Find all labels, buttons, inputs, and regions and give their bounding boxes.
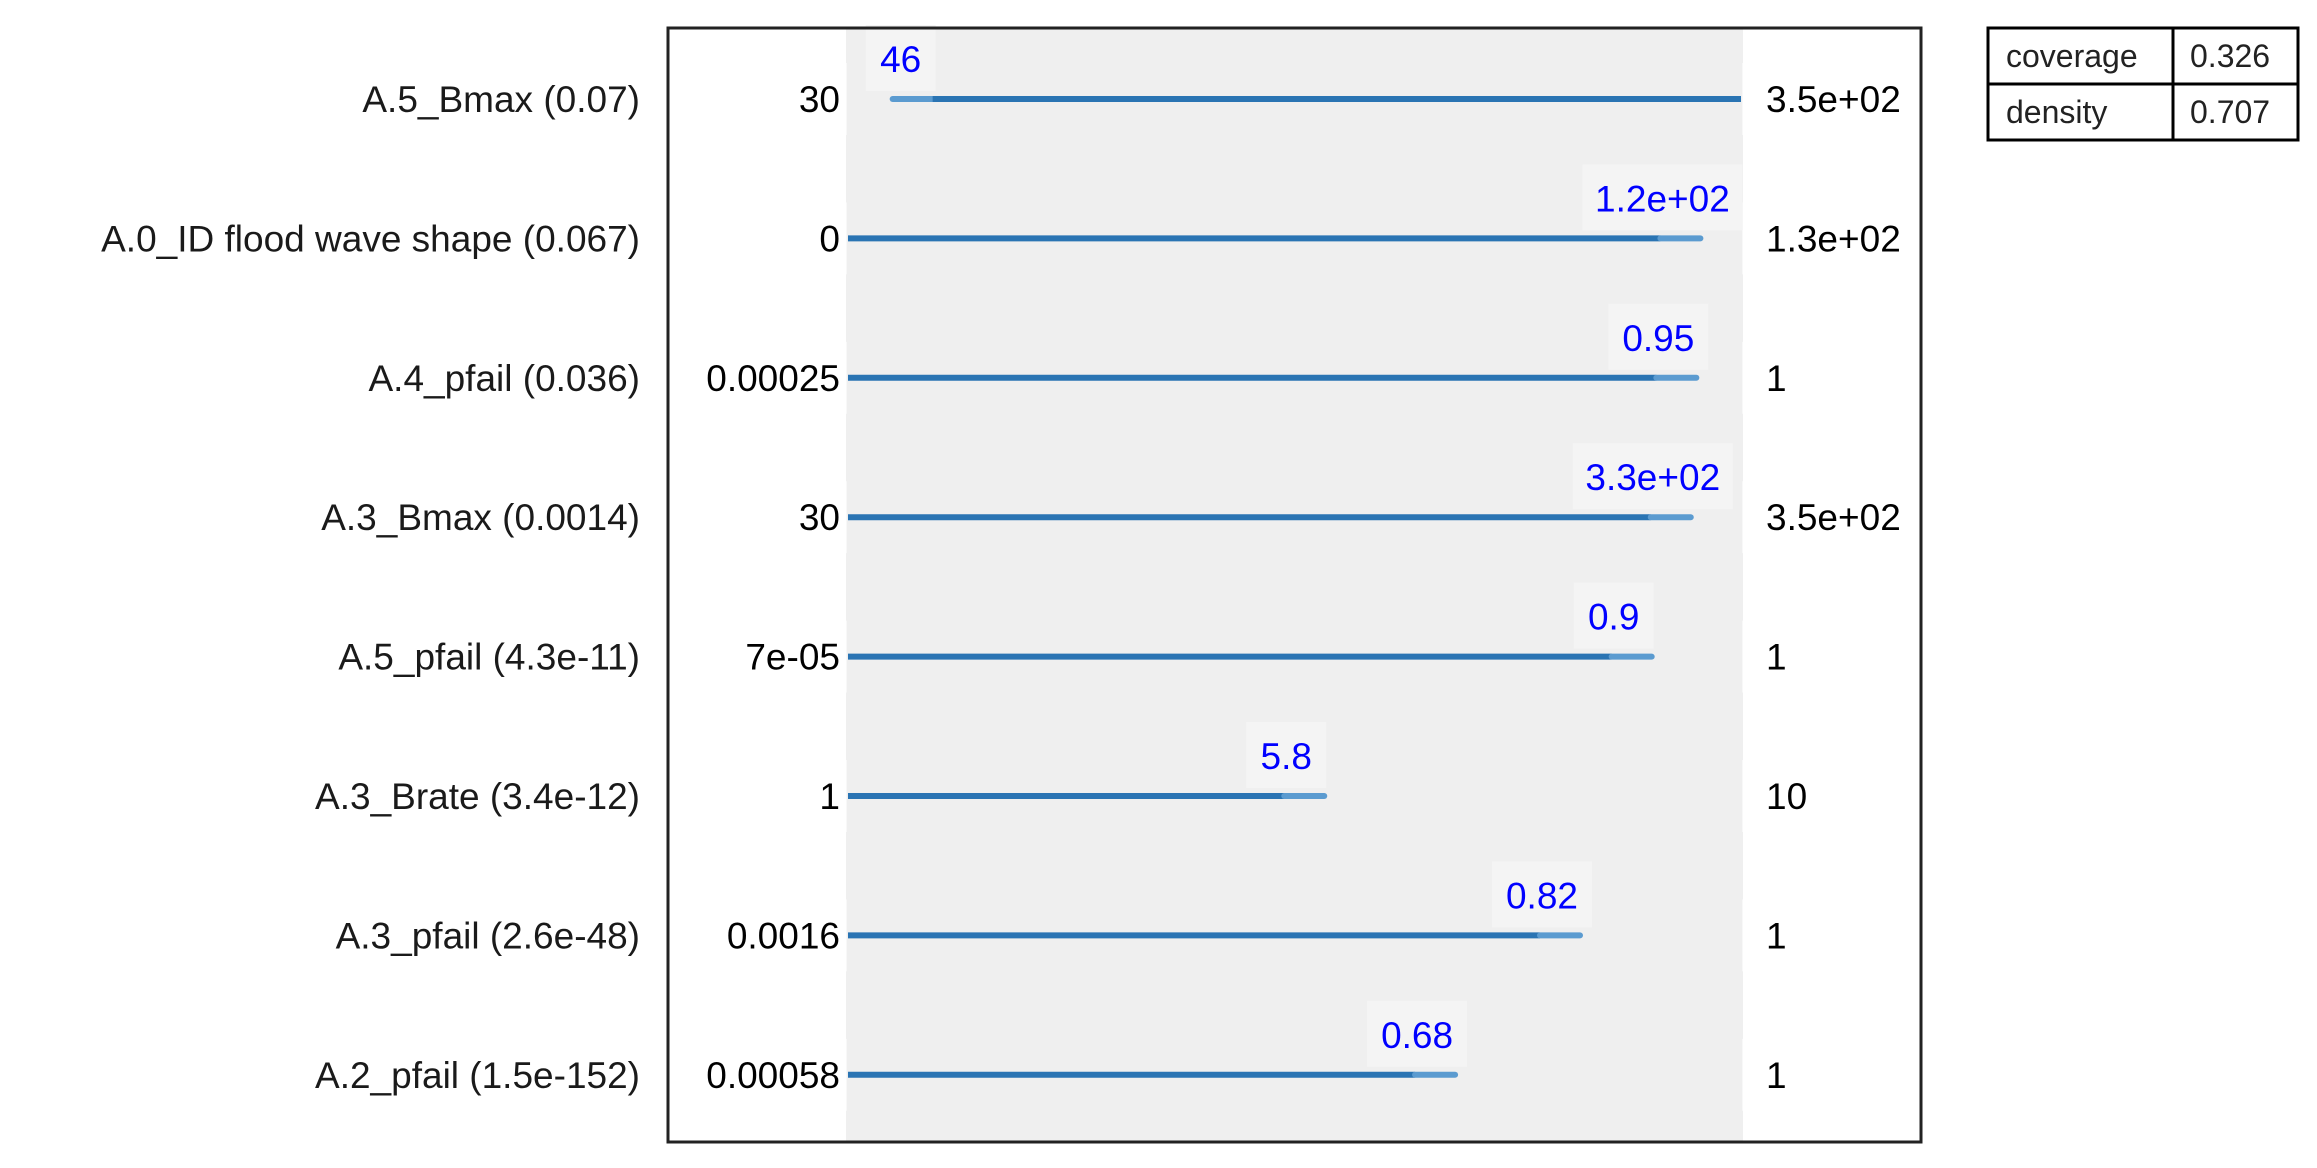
- value-label-backdrop: [1492, 861, 1593, 928]
- parameter-label: A.0_ID flood wave shape (0.067): [101, 218, 640, 259]
- value-label-backdrop: [1572, 443, 1733, 510]
- parameter-label: A.4_pfail (0.036): [368, 358, 640, 399]
- min-limit-label: 30: [799, 497, 840, 538]
- max-label-backdrop: [1742, 760, 1920, 832]
- min-limit-label: 0.0016: [727, 915, 840, 956]
- box-value-label: 0.9: [1588, 597, 1639, 638]
- min-limit-label: 1: [819, 776, 840, 817]
- box-value-label: 0.82: [1506, 875, 1578, 916]
- max-limit-label: 3.5e+02: [1766, 79, 1901, 120]
- max-label-backdrop: [1742, 1038, 1920, 1111]
- value-label-backdrop: [865, 25, 936, 91]
- min-label-backdrop: [669, 202, 847, 275]
- parameter-label: A.3_Brate (3.4e-12): [315, 776, 640, 817]
- max-label-backdrop: [1742, 899, 1920, 972]
- parameter-label: A.5_Bmax (0.07): [362, 79, 640, 120]
- box-value-label: 0.95: [1622, 318, 1694, 359]
- parameter-label: A.5_pfail (4.3e-11): [338, 637, 640, 678]
- max-label-backdrop: [1742, 202, 1920, 275]
- axes-frame: [666, 26, 1923, 1144]
- max-limit-label: 1.3e+02: [1766, 218, 1901, 259]
- value-label-backdrop: [1367, 1000, 1468, 1067]
- max-label-backdrop: [1742, 63, 1920, 135]
- value-label-backdrop: [1573, 582, 1654, 649]
- min-label-backdrop: [669, 341, 847, 414]
- max-label-backdrop: [1742, 341, 1920, 414]
- max-limit-label: 1: [1766, 1055, 1787, 1096]
- min-limit-label: 30: [799, 79, 840, 120]
- stat-value-coverage: 0.326: [2190, 38, 2270, 74]
- stat-label-density: density: [2006, 94, 2107, 130]
- max-limit-label: 1: [1766, 637, 1787, 678]
- box-value-label: 5.8: [1261, 736, 1312, 777]
- box-value-label: 1.2e+02: [1595, 178, 1730, 219]
- box-value-label: 3.3e+02: [1585, 457, 1720, 498]
- min-label-backdrop: [669, 899, 847, 972]
- stats-table: coverage 0.326 density 0.707: [1986, 26, 2300, 142]
- min-limit-label: 0: [819, 218, 840, 259]
- max-limit-label: 1: [1766, 358, 1787, 399]
- max-limit-label: 1: [1766, 915, 1787, 956]
- parameter-label: A.3_Bmax (0.0014): [321, 497, 640, 538]
- min-limit-label: 0.00025: [706, 358, 840, 399]
- box-value-label: 46: [880, 39, 921, 80]
- value-label-backdrop: [1246, 722, 1327, 788]
- box-value-label: 0.68: [1381, 1015, 1453, 1056]
- min-label-backdrop: [669, 481, 847, 554]
- parameter-label: A.3_pfail (2.6e-48): [336, 915, 640, 956]
- min-limit-label: 0.00058: [706, 1055, 840, 1096]
- stat-label-coverage: coverage: [2006, 38, 2138, 74]
- parameter-label: A.2_pfail (1.5e-152): [315, 1055, 640, 1096]
- min-limit-label: 7e-05: [745, 637, 840, 678]
- value-label-backdrop: [1582, 164, 1743, 231]
- max-limit-label: 10: [1766, 776, 1807, 817]
- value-label-backdrop: [1608, 303, 1709, 370]
- min-label-backdrop: [669, 1038, 847, 1111]
- stat-value-density: 0.707: [2190, 94, 2270, 130]
- min-label-backdrop: [669, 760, 847, 832]
- parameter-rows: A.5_Bmax (0.07) 30 3.5e+02 46 A.0_ID flood w…: [101, 25, 1920, 1111]
- min-label-backdrop: [669, 620, 847, 693]
- max-limit-label: 3.5e+02: [1766, 497, 1901, 538]
- max-label-backdrop: [1742, 620, 1920, 693]
- max-label-backdrop: [1742, 481, 1920, 554]
- min-label-backdrop: [669, 63, 847, 135]
